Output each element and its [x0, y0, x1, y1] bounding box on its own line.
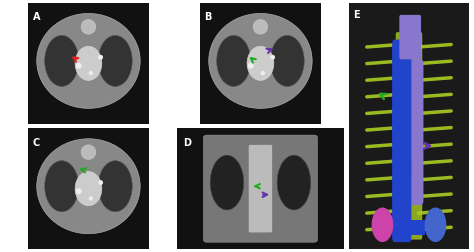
Circle shape — [81, 20, 96, 34]
Circle shape — [253, 20, 268, 34]
Ellipse shape — [75, 172, 102, 206]
Ellipse shape — [217, 35, 251, 86]
Text: C: C — [33, 138, 40, 148]
FancyBboxPatch shape — [392, 40, 411, 242]
Text: D: D — [183, 138, 191, 148]
FancyBboxPatch shape — [402, 59, 423, 205]
FancyBboxPatch shape — [396, 32, 422, 240]
Circle shape — [81, 145, 96, 160]
Ellipse shape — [37, 13, 140, 108]
Circle shape — [98, 180, 103, 185]
FancyBboxPatch shape — [249, 145, 272, 232]
Ellipse shape — [270, 35, 304, 86]
Circle shape — [76, 63, 82, 69]
Circle shape — [89, 71, 93, 75]
FancyBboxPatch shape — [399, 15, 421, 59]
Ellipse shape — [37, 139, 140, 234]
Text: A: A — [33, 12, 40, 22]
Text: B: B — [204, 12, 212, 22]
Ellipse shape — [75, 46, 102, 80]
Circle shape — [89, 196, 93, 201]
Ellipse shape — [98, 35, 132, 86]
Ellipse shape — [210, 155, 244, 210]
Ellipse shape — [209, 13, 312, 108]
Circle shape — [270, 55, 275, 60]
Circle shape — [248, 63, 254, 69]
Ellipse shape — [372, 207, 393, 242]
Ellipse shape — [98, 161, 132, 212]
Circle shape — [98, 55, 103, 60]
Text: E: E — [354, 10, 360, 20]
FancyBboxPatch shape — [203, 135, 318, 242]
Ellipse shape — [425, 207, 447, 242]
Circle shape — [261, 71, 265, 75]
Ellipse shape — [277, 155, 310, 210]
Circle shape — [76, 188, 82, 194]
Ellipse shape — [247, 46, 274, 80]
Ellipse shape — [45, 161, 79, 212]
FancyBboxPatch shape — [393, 220, 425, 235]
Ellipse shape — [45, 35, 79, 86]
